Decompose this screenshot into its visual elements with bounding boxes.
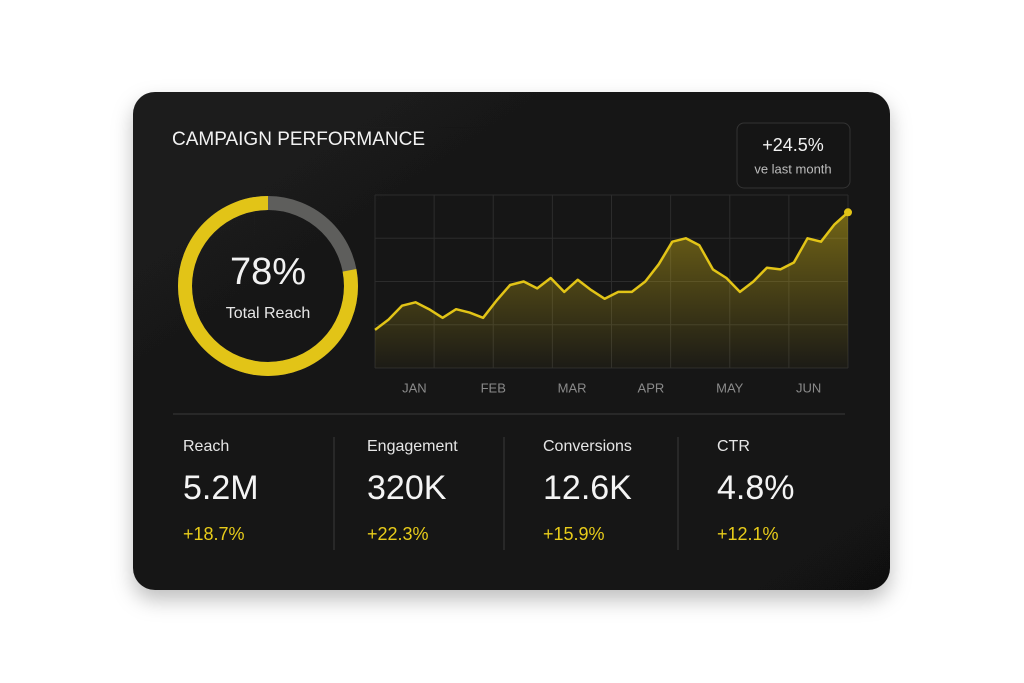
line	[374, 211, 849, 331]
x-tick-label: JUN	[796, 380, 821, 395]
stat-value: 5.2M	[183, 469, 259, 507]
donut-label: Total Reach	[226, 305, 311, 322]
stat-value: 12.6K	[543, 469, 632, 507]
stat-change: +12.1%	[717, 524, 779, 544]
stat-value: 4.8%	[717, 469, 795, 507]
x-tick-label: APR	[638, 380, 665, 395]
badge-value: +24.5%	[762, 135, 824, 155]
stat-label: Engagement	[367, 438, 458, 455]
stat-change: +18.7%	[183, 524, 245, 544]
line-area	[375, 212, 848, 368]
donut-value: 78%	[230, 251, 306, 293]
x-tick-label: FEB	[481, 380, 506, 395]
stat-value: 320K	[367, 469, 447, 507]
stats: Reach 5.2M +18.7% Engagement 320K +22.3% Conve…	[183, 437, 795, 550]
line-chart: JAN FEB MAR APR MAY JUN	[374, 194, 852, 395]
stat-change: +15.9%	[543, 524, 605, 544]
end-point	[844, 208, 852, 217]
title: CAMPAIGN PERFORMANCE	[172, 129, 425, 150]
x-tick-label: MAY	[716, 380, 744, 395]
badge-label: ve last month	[754, 161, 831, 176]
stat-label: Reach	[183, 438, 229, 455]
badge	[736, 122, 851, 189]
stat-change: +22.3%	[367, 524, 429, 544]
donut-arc	[178, 196, 358, 376]
donut-chart: 78% Total Reach	[178, 196, 358, 376]
stat-label: Conversions	[543, 438, 632, 455]
x-tick-label: MAR	[558, 380, 587, 395]
stat-label: CTR	[717, 438, 750, 455]
x-tick-label: JAN	[402, 380, 427, 395]
